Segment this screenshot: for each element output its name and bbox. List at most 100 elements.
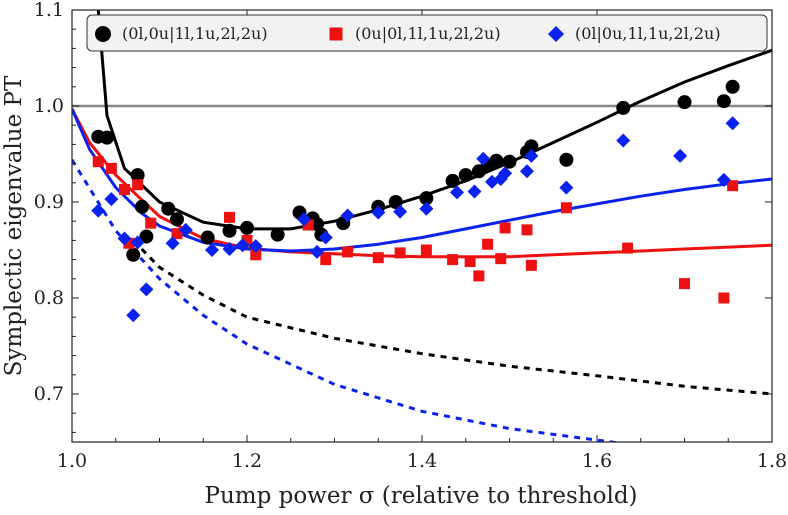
series-1-point xyxy=(482,238,494,250)
series-0-point xyxy=(419,191,434,206)
series-0-point xyxy=(725,79,740,94)
series-0-point xyxy=(130,168,145,183)
y-tick-label: 0.7 xyxy=(34,383,64,405)
legend-label-1: (0u|0l,1l,1u,2l,2u) xyxy=(355,24,501,43)
series-1-point xyxy=(224,211,235,223)
legend: (0l,0u|1l,1u,2l,2u) (0u|0l,1l,1u,2l,2u) (0… xyxy=(86,14,768,52)
series-1-point xyxy=(525,259,537,271)
x-tick-label: 1.4 xyxy=(407,450,437,472)
series-1-point xyxy=(718,292,730,304)
series-2-point xyxy=(318,230,333,245)
legend-label-0: (0l,0u|1l,1u,2l,2u) xyxy=(122,24,268,43)
series-1-point xyxy=(171,228,183,240)
series-0-point xyxy=(139,229,154,244)
series-0-point xyxy=(616,100,631,115)
series-1-point xyxy=(464,256,476,268)
x-tick-label: 1.6 xyxy=(582,450,612,472)
x-tick-label: 1.0 xyxy=(57,450,87,472)
series-0-point xyxy=(200,230,215,245)
series-1-point xyxy=(320,254,332,266)
series-1-point xyxy=(145,217,157,229)
series-2-point xyxy=(205,243,219,257)
series-1-point xyxy=(241,234,253,246)
legend-marker-1 xyxy=(329,27,343,41)
series-2-point xyxy=(222,242,237,257)
series-1-point xyxy=(521,224,533,236)
series-1-point xyxy=(560,202,572,214)
series-1-point xyxy=(447,254,459,266)
y-tick-label: 1.1 xyxy=(34,0,64,21)
series-0-point xyxy=(135,199,149,214)
series-0-point xyxy=(126,247,141,262)
series-2-point xyxy=(716,172,731,187)
series-2-point xyxy=(371,205,386,220)
series-0-point xyxy=(270,227,285,242)
legend-label-2: (0l|0u,1l,1u,2l,2u) xyxy=(575,24,721,43)
series-2-point xyxy=(130,235,145,250)
y-tick-label: 0.8 xyxy=(34,287,64,309)
series-1-point xyxy=(727,180,739,192)
series-1-point xyxy=(342,246,354,258)
series-2-point xyxy=(340,208,355,223)
series-2-point xyxy=(165,236,180,251)
series-2-point xyxy=(117,231,132,246)
series-2-point xyxy=(725,116,740,131)
series-2-point xyxy=(520,164,534,179)
series-2-point xyxy=(450,185,464,200)
series-0-point xyxy=(161,201,176,216)
series-0-point xyxy=(502,154,517,169)
series-1-point xyxy=(302,219,314,231)
series-1-point xyxy=(473,270,485,282)
series-0-point xyxy=(524,139,539,154)
y-tick-label: 0.9 xyxy=(34,191,64,213)
series-0-dashed-curve xyxy=(132,239,772,396)
series-0-point xyxy=(716,94,731,109)
series-2-point xyxy=(673,148,688,163)
series-2-point xyxy=(126,308,141,323)
series-2-point xyxy=(248,239,263,254)
series-1-point xyxy=(394,247,406,259)
series-1-point xyxy=(92,156,104,168)
legend-box xyxy=(86,14,768,52)
series-1-point xyxy=(622,242,634,254)
series-2-point xyxy=(476,151,491,166)
series-0-point xyxy=(222,223,237,238)
series-1-point xyxy=(105,162,117,174)
series-1-point xyxy=(250,249,262,261)
series-0-point xyxy=(445,173,460,188)
series-1-point xyxy=(420,244,432,256)
series-2-point xyxy=(104,192,119,207)
series-2-dashed-curve xyxy=(72,159,624,442)
series-1-point xyxy=(123,237,135,249)
series-1-point xyxy=(119,184,130,196)
series-0-point xyxy=(458,168,473,183)
x-axis-title: Pump power σ (relative to threshold) xyxy=(204,483,637,509)
series-0-point xyxy=(677,95,692,110)
series-2-point xyxy=(393,204,408,219)
series-2-point xyxy=(178,222,193,237)
series-2-point xyxy=(419,201,434,216)
series-1-point xyxy=(499,222,511,234)
series-2-point xyxy=(524,148,539,163)
series-2-point xyxy=(235,238,250,253)
series-1-point xyxy=(372,252,384,264)
x-tick-label: 1.8 xyxy=(757,450,787,472)
series-2-point xyxy=(498,166,513,181)
series-2-point xyxy=(310,244,324,259)
x-tick-label: 1.2 xyxy=(232,450,262,472)
legend-marker-2 xyxy=(548,26,564,42)
y-tick-label: 1.0 xyxy=(34,95,64,117)
series-0-point xyxy=(559,152,574,167)
y-axis-title: Symplectic eigenvalue PT xyxy=(1,75,27,376)
series-1-point xyxy=(495,253,507,265)
series-2-point xyxy=(296,212,311,227)
series-0-point xyxy=(489,153,504,168)
legend-marker-0 xyxy=(95,26,111,42)
series-1-point xyxy=(132,179,144,191)
series-0-point xyxy=(240,220,254,235)
series-2-point xyxy=(616,133,631,148)
series-2-point xyxy=(467,184,482,199)
series-2-point xyxy=(559,180,574,195)
